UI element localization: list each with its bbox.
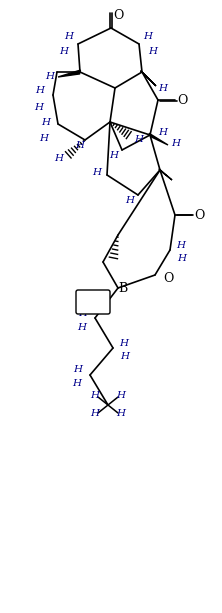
- Text: H: H: [79, 308, 87, 318]
- Text: H: H: [119, 338, 129, 348]
- Text: H: H: [176, 240, 186, 249]
- Polygon shape: [149, 133, 168, 145]
- Polygon shape: [58, 70, 80, 77]
- Text: O: O: [113, 9, 123, 21]
- Text: H: H: [46, 72, 54, 80]
- Text: H: H: [159, 128, 168, 137]
- Text: H: H: [121, 351, 129, 360]
- Text: O: O: [163, 272, 173, 284]
- Text: H: H: [75, 140, 85, 150]
- FancyBboxPatch shape: [76, 290, 110, 314]
- Text: Abs: Abs: [85, 297, 101, 306]
- Text: O: O: [194, 208, 204, 221]
- Text: H: H: [40, 134, 48, 142]
- Text: H: H: [159, 83, 168, 93]
- Text: H: H: [73, 379, 81, 389]
- Text: H: H: [65, 31, 73, 40]
- Text: H: H: [59, 47, 69, 56]
- Text: H: H: [135, 134, 143, 143]
- Text: H: H: [178, 254, 186, 262]
- Polygon shape: [159, 169, 172, 180]
- Text: H: H: [73, 365, 83, 375]
- Polygon shape: [141, 70, 156, 86]
- Text: H: H: [54, 153, 63, 162]
- Text: H: H: [91, 409, 99, 419]
- Text: H: H: [109, 151, 119, 159]
- Text: H: H: [117, 392, 125, 400]
- Text: H: H: [36, 85, 44, 94]
- Text: H: H: [34, 102, 44, 112]
- Text: H: H: [91, 392, 99, 400]
- Text: H: H: [93, 167, 101, 177]
- Text: O: O: [177, 94, 187, 107]
- Text: B: B: [118, 281, 128, 294]
- Text: H: H: [125, 196, 135, 205]
- Text: H: H: [172, 139, 180, 148]
- Text: H: H: [42, 118, 50, 126]
- Text: H: H: [149, 47, 157, 56]
- Text: H: H: [77, 322, 87, 332]
- Text: H: H: [117, 409, 125, 419]
- Text: H: H: [143, 31, 153, 40]
